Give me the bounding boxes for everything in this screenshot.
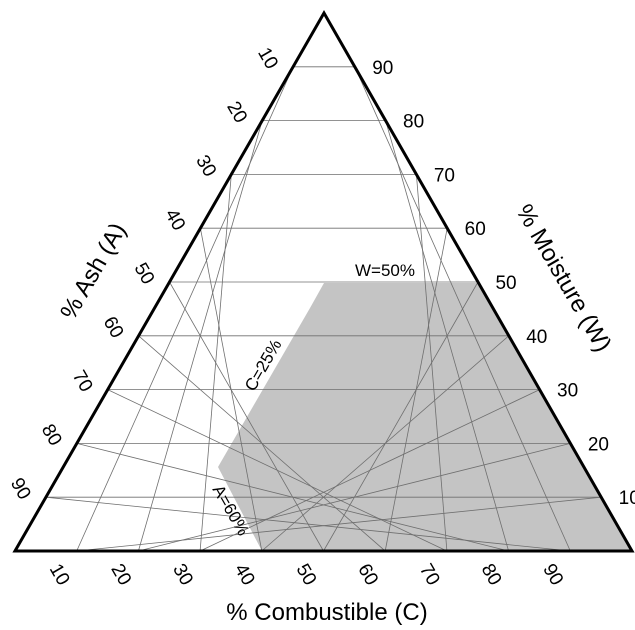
ash-axis-title: % Ash (A) (55, 218, 132, 324)
moisture-tick-label: 70 (434, 165, 455, 186)
combustible-axis-title: % Combustible (C) (226, 599, 427, 626)
triangle-outline (12, 9, 635, 553)
ash-tick-label: 80 (37, 421, 66, 450)
combustible-tick-label: 40 (230, 560, 259, 589)
combustible-tick-label: 30 (168, 560, 197, 589)
grid-line-falling (385, 120, 509, 552)
ash-tick-label: 10 (253, 44, 282, 73)
grid-line-falling (354, 66, 571, 552)
moisture-tick-label: 30 (557, 381, 578, 402)
moisture-tick-label: 20 (588, 434, 609, 455)
combustible-tick-label: 10 (45, 560, 74, 589)
moisture-tick-label: 60 (465, 219, 486, 240)
grid-line-rising (138, 335, 386, 552)
grid-line-rising (107, 389, 448, 552)
grid-line-rising (76, 443, 509, 552)
grid-line-falling (323, 281, 479, 552)
moisture-tick-label: 50 (495, 273, 516, 294)
combustible-tick-label: 80 (477, 560, 506, 589)
ash-tick-label: 30 (191, 152, 220, 181)
feasible-region (218, 283, 632, 551)
moisture-tick-label: 90 (372, 58, 393, 79)
combustible-tick-label: 60 (353, 560, 382, 589)
moisture-limit-label: W=50% (355, 261, 415, 280)
grid-line-falling (384, 228, 448, 552)
combustible-tick-label: 70 (415, 560, 444, 589)
moisture-tick-label: 40 (526, 327, 547, 348)
combustible-tick-label: 90 (538, 560, 567, 589)
ternary-grid (45, 66, 602, 552)
grid-line-falling (416, 174, 448, 552)
combustible-tick-label: 20 (106, 560, 135, 589)
ash-tick-label: 70 (68, 367, 97, 396)
moisture-tick-labels: 90 80 70 60 50 40 30 20 10 (372, 58, 635, 509)
ash-tick-label: 60 (99, 313, 128, 342)
combustible-tick-label: 50 (292, 560, 321, 589)
grid-line-rising (45, 496, 571, 552)
ash-tick-label: 40 (160, 206, 189, 235)
moisture-tick-label: 80 (403, 112, 424, 133)
moisture-tick-label: 10 (619, 488, 635, 509)
ash-tick-label: 90 (6, 475, 35, 504)
ash-tick-label: 20 (222, 98, 251, 127)
ash-tick-label: 50 (130, 259, 159, 288)
combustible-tick-labels: 10 20 30 40 50 60 70 80 90 (45, 560, 567, 589)
grid-line-rising (169, 281, 324, 552)
